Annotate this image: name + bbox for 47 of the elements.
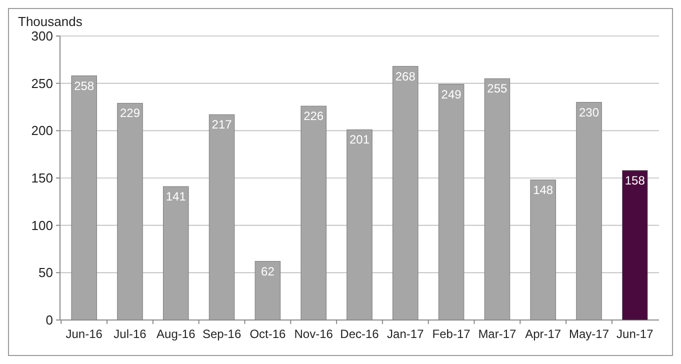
y-tick-label: 300 xyxy=(31,28,53,44)
y-tick-label: 100 xyxy=(31,218,53,233)
x-tick-label: Jan-17 xyxy=(387,327,424,341)
bar xyxy=(300,106,326,320)
data-label: 230 xyxy=(578,105,600,120)
bar xyxy=(208,114,235,320)
x-tick-label: Nov-16 xyxy=(294,327,334,341)
data-label: 268 xyxy=(395,69,416,84)
bar xyxy=(392,66,418,320)
y-tick-label: 150 xyxy=(31,170,53,186)
bar xyxy=(576,102,602,320)
x-tick-label: Aug-16 xyxy=(156,327,196,341)
data-label: 158 xyxy=(624,173,646,188)
x-tick-label: May-17 xyxy=(568,327,610,341)
bar xyxy=(71,76,97,320)
data-label: 201 xyxy=(349,132,370,147)
x-tick-label: Feb-17 xyxy=(432,327,471,341)
bar xyxy=(622,170,648,320)
bar xyxy=(484,78,510,320)
x-tick-label: Jun-16 xyxy=(66,327,103,341)
y-tick-label: 50 xyxy=(38,265,53,280)
data-label: 217 xyxy=(212,118,232,132)
data-label: 141 xyxy=(166,190,186,204)
y-axis-title: Thousands xyxy=(18,14,83,29)
x-tick-label: Sep-16 xyxy=(202,327,242,341)
data-label: 258 xyxy=(74,78,94,93)
y-tick-label: 200 xyxy=(31,123,53,138)
bar xyxy=(254,261,281,320)
data-label: 229 xyxy=(120,106,140,120)
y-tick-label: 0 xyxy=(46,312,53,328)
x-tick-label: Dec-16 xyxy=(340,327,380,341)
x-tick-label: Apr-17 xyxy=(525,327,562,341)
bar xyxy=(346,129,372,320)
data-label: 249 xyxy=(441,87,462,102)
bar xyxy=(438,84,464,320)
bar xyxy=(117,102,143,320)
x-tick-label: Mar-17 xyxy=(478,327,517,341)
data-label: 148 xyxy=(533,182,554,197)
data-label: 226 xyxy=(304,109,324,124)
x-tick-label: Jul-16 xyxy=(114,327,147,341)
bar xyxy=(163,186,189,320)
y-tick-label: 250 xyxy=(31,76,53,91)
data-label: 255 xyxy=(487,82,508,96)
x-tick-label: Jun-17 xyxy=(616,327,654,341)
bar xyxy=(530,180,556,320)
x-tick-label: Oct-16 xyxy=(250,327,286,341)
data-label: 62 xyxy=(261,264,275,278)
